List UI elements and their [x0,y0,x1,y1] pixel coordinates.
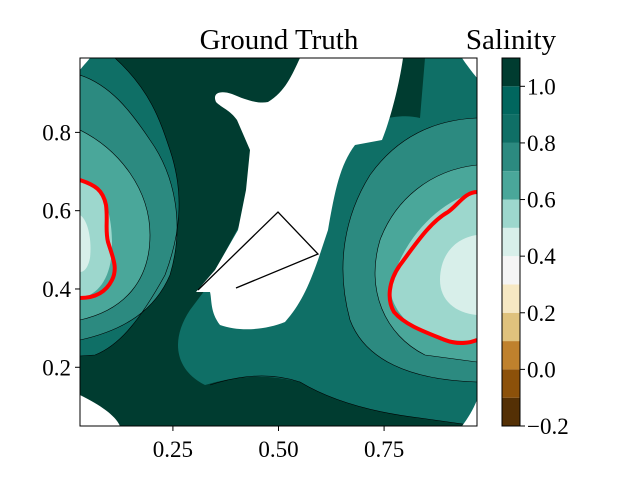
highlight-contour [80,178,477,345]
land-mask-central [196,58,403,330]
colorbar: −0.2 0.0 0.2 0.4 0.6 0.8 1.0 [501,57,569,439]
colorbar-segment [502,171,520,200]
colorbar-segment [502,142,520,172]
y-axis: 0.2 0.4 0.6 0.8 [42,120,80,380]
chart-title: Ground Truth [200,24,359,56]
colorbar-tick-label: 0.8 [527,131,556,156]
contour-plot-area [80,58,477,426]
east-band-core [440,235,477,315]
y-tick-label: 0.4 [42,277,71,302]
colorbar-segment [502,199,520,228]
west-band-core [80,215,91,272]
colorbar-frame [501,57,521,427]
land-mask-top-left [80,58,90,70]
colorbar-tick-label: 1.0 [527,74,556,99]
y-tick-label: 0.6 [42,199,71,224]
colorbar-segment [502,227,520,257]
colorbar-segment [502,369,520,398]
land-mask-bottom-right [462,400,477,426]
colorbar-tick-label: 0.6 [527,188,556,213]
land-mask-top-right [462,58,477,78]
colorbar-tick-label: −0.2 [527,414,569,439]
y-tick-label: 0.8 [42,120,71,145]
colorbar-label: Salinity [466,24,557,56]
x-axis: 0.25 0.50 0.75 [153,426,404,462]
west-band-3 [80,178,112,298]
land-mask-bottom-left [80,395,120,426]
sensor-path [197,211,320,291]
colorbar-tick-label: 0.2 [527,301,556,326]
colorbar-segment [502,312,520,342]
colorbar-segment [502,58,520,87]
colorbar-segment [502,397,520,426]
highlight-contour-east [387,190,477,345]
y-tick-label: 0.2 [42,355,71,380]
colorbar-segment [502,256,520,285]
deep-salinity-region [80,58,477,426]
x-tick-label: 0.50 [258,437,298,462]
x-tick-label: 0.75 [364,437,404,462]
x-tick-label: 0.25 [153,437,193,462]
colorbar-tick-label: 0.4 [527,244,556,269]
colorbar-tick-label: 0.0 [527,357,556,382]
highlight-contour-west [80,178,117,300]
colorbar-segment [502,114,520,143]
colorbar-segment [502,341,520,370]
colorbar-segment [502,86,520,115]
colorbar-segment [502,284,520,313]
